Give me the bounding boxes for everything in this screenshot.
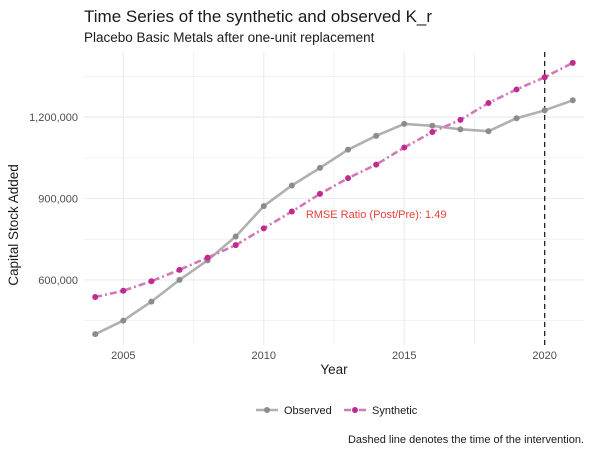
synthetic-point [345,175,352,182]
chart-caption: Dashed line denotes the time of the inte… [347,434,584,446]
observed-point [485,128,492,135]
series-observed [92,97,576,338]
synthetic-point [373,161,380,168]
x-axis-title: Year [320,362,348,377]
observed-point [345,146,352,153]
observed-point [120,317,127,324]
synthetic-point [148,278,155,285]
observed-point [260,203,267,210]
x-tick-label: 2010 [252,350,276,362]
synthetic-point [316,190,323,197]
synthetic-point [513,86,520,93]
x-tick-labels: 2005 2010 2015 2020 [111,350,557,362]
observed-point [288,182,295,189]
legend-label-synthetic: Synthetic [372,405,418,417]
x-tick-label: 2020 [532,350,556,362]
y-tick-label: 600,000 [38,275,78,287]
synthetic-point [569,59,576,66]
observed-point [92,331,99,338]
legend: Observed Synthetic [256,405,418,417]
observed-point [316,164,323,171]
y-tick-label: 900,000 [38,194,78,206]
synthetic-point [260,225,267,232]
synthetic-line [94,61,574,299]
y-tick-labels: 600,000 900,000 1,200,000 [29,112,78,287]
legend-key-synthetic-point [352,407,358,413]
rmse-annotation: RMSE Ratio (Post/Pre): 1.49 [306,209,447,221]
synthetic-point [176,266,183,273]
chart-title: Time Series of the synthetic and observe… [84,7,433,26]
observed-point [232,233,239,240]
synthetic-point [485,100,492,107]
synthetic-point [541,74,548,81]
x-tick-label: 2015 [392,350,416,362]
observed-point [373,132,380,139]
chart-subtitle: Placebo Basic Metals after one-unit repl… [84,30,375,45]
observed-point [569,97,576,104]
synthetic-point [401,144,408,151]
observed-point [148,298,155,305]
grid-major [84,52,584,345]
observed-point [541,107,548,114]
synthetic-point [288,208,295,215]
y-tick-label: 1,200,000 [29,112,78,124]
legend-key-observed-point [264,407,270,413]
synthetic-point [429,129,436,136]
synthetic-point [457,116,464,123]
observed-line [94,99,574,336]
synthetic-point [232,242,239,249]
observed-point [176,276,183,283]
y-axis-title: Capital Stock Added [6,164,21,286]
x-tick-label: 2005 [111,350,135,362]
synthetic-point [204,254,211,261]
annotation-group: RMSE Ratio (Post/Pre): 1.49 [306,209,447,221]
legend-label-observed: Observed [284,405,332,417]
observed-point [429,122,436,129]
observed-point [457,126,464,133]
series-synthetic [92,59,576,300]
synthetic-point [120,287,127,294]
synthetic-point [92,293,99,300]
observed-point [513,115,520,122]
observed-point [401,120,408,127]
